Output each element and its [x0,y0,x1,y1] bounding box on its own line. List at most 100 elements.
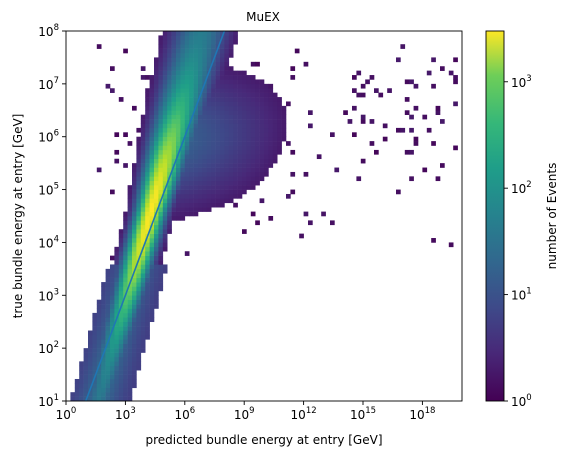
heatmap-cell [132,339,137,345]
heatmap-cell [211,167,216,173]
heatmap-cell [246,141,252,146]
heatmap-cell [224,92,230,98]
heatmap-cell [105,348,111,353]
heatmap-cell [145,273,150,278]
heatmap-cell [114,321,120,327]
heatmap-cell [136,220,142,226]
heatmap-cell [96,370,102,375]
heatmap-cell [96,365,102,371]
heatmap-cell [167,207,172,212]
heatmap-cell [162,83,168,89]
heatmap-cell [220,198,225,204]
heatmap-cell [162,163,168,168]
heatmap-cell [228,163,234,168]
heatmap-cell [140,193,146,199]
heatmap-cell [206,53,212,58]
colorbar-tick-label: 101 [511,287,532,303]
heatmap-cell [198,154,203,160]
heatmap-cell [189,119,194,124]
heatmap-cell [145,145,150,151]
heatmap-cell [264,154,269,160]
heatmap-cell [149,92,155,98]
heatmap-cell [158,110,164,115]
heatmap-cell [277,149,282,155]
heatmap-cell [145,321,150,327]
heatmap-cell [158,264,164,270]
heatmap-cell [140,286,146,292]
heatmap-cell [154,66,159,71]
heatmap-cell [250,141,256,146]
heatmap-cell [127,387,133,393]
heatmap-cell [167,171,172,177]
heatmap-cell [114,304,120,309]
heatmap-cell [145,97,150,102]
heatmap-cell [158,88,164,93]
heatmap-cell [193,110,199,115]
heatmap-cell [281,105,287,111]
heatmap-cell [237,127,243,133]
heatmap-cell [189,141,194,146]
heatmap-cell [224,79,230,85]
heatmap-cell [176,171,181,177]
heatmap-cell [140,308,146,314]
heatmap-cell [96,299,102,305]
heatmap-cell [162,44,168,49]
heatmap-cell [114,326,120,331]
heatmap-cell [220,145,225,151]
heatmap-cell [228,101,234,107]
heatmap-cell [79,365,84,371]
heatmap-cell [259,127,265,133]
heatmap-cell [145,260,150,265]
heatmap-cell [193,39,199,45]
heatmap-cell [110,290,115,296]
heatmap-cell [123,224,128,230]
heatmap-cell [193,207,199,212]
heatmap-cell [206,75,212,80]
heatmap-cell [127,242,133,248]
heatmap-cell [158,127,164,133]
heatmap-cell [140,216,146,221]
heatmap-cell [101,290,106,296]
heatmap-cell [211,97,216,102]
heatmap-cell [158,48,164,54]
heatmap-cell [145,198,150,204]
heatmap-cell [189,110,194,115]
heatmap-cell [149,277,155,283]
heatmap-cell [140,233,146,239]
heatmap-cell [193,167,199,173]
heatmap-cell [202,123,208,129]
heatmap-cell [360,119,366,124]
heatmap-cell [110,312,115,318]
heatmap-cell [250,119,256,124]
heatmap-cell [136,264,142,270]
heatmap-cell [149,127,155,133]
heatmap-cell [79,396,84,402]
heatmap-cell [233,119,238,124]
heatmap-cell [149,202,155,208]
heatmap-cell [220,92,225,98]
heatmap-cell [184,35,190,41]
heatmap-cell [233,110,238,115]
heatmap-cell [149,189,155,195]
heatmap-cell [162,66,168,71]
heatmap-cell [215,154,221,160]
heatmap-cell [149,185,155,190]
heatmap-cell [158,114,164,120]
heatmap-cell [233,193,238,199]
heatmap-cell [277,136,282,142]
heatmap-cell [136,339,142,345]
heatmap-cell [250,97,256,102]
heatmap-cell [224,66,230,71]
heatmap-cell [180,101,186,107]
heatmap-cell [224,141,230,146]
heatmap-cell [136,348,142,353]
heatmap-cell [193,158,199,164]
heatmap-cell [268,158,274,164]
heatmap-cell [259,149,265,155]
heatmap-cell [193,88,199,93]
heatmap-cell [140,242,146,248]
heatmap-cell [162,167,168,173]
heatmap-cell [250,136,256,142]
heatmap-cell [228,114,234,120]
heatmap-cell [220,101,225,107]
